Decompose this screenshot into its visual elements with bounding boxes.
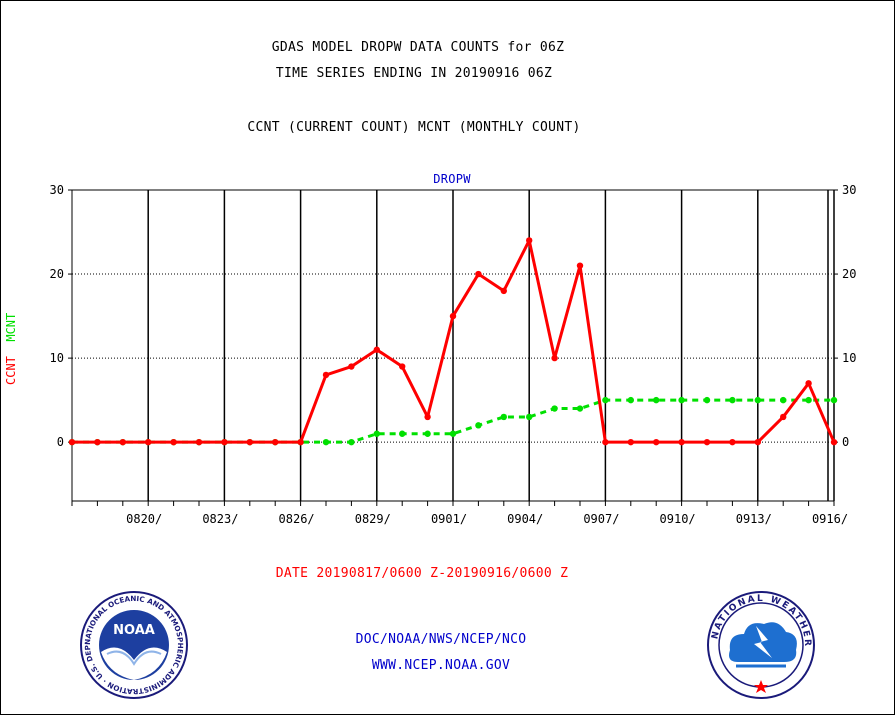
data-point-mcnt: [373, 430, 380, 437]
data-point-ccnt: [246, 438, 253, 446]
x-tick-label: 0823/: [202, 512, 238, 526]
x-tick-label: 0916/: [812, 512, 848, 526]
data-point-mcnt: [805, 396, 812, 404]
data-point-ccnt: [119, 438, 127, 446]
data-point-ccnt: [475, 270, 482, 278]
x-tick-label: 0829/: [355, 512, 391, 526]
x-tick-label: 0910/: [660, 512, 696, 526]
data-point-mcnt: [424, 430, 431, 437]
nws-logo: NATIONAL WEATHER SERVICE: [706, 590, 815, 699]
data-point-ccnt: [551, 354, 558, 362]
data-point-mcnt: [653, 396, 660, 404]
footer-org-path: DOC/NOAA/NWS/NCEP/NCO: [355, 632, 527, 647]
y-tick-label-right: 30: [842, 183, 856, 197]
data-point-mcnt: [780, 396, 787, 404]
data-point-ccnt: [653, 438, 660, 446]
data-point-ccnt: [195, 438, 203, 446]
data-point-ccnt: [500, 287, 507, 295]
chart-subtitle: CCNT (CURRENT COUNT) MCNT (MONTHLY COUNT…: [247, 120, 581, 135]
data-point-ccnt: [678, 438, 685, 446]
x-tick-label: 0904/: [507, 512, 543, 526]
x-tick-label: 0826/: [279, 512, 315, 526]
data-point-ccnt: [322, 371, 330, 379]
data-point-ccnt: [526, 237, 533, 244]
data-point-mcnt: [399, 430, 406, 437]
data-point-mcnt: [526, 413, 533, 421]
data-point-mcnt: [576, 405, 584, 412]
data-point-mcnt: [322, 438, 330, 446]
data-point-ccnt: [272, 438, 279, 446]
data-point-ccnt: [221, 438, 228, 446]
data-point-ccnt: [94, 438, 101, 446]
data-point-ccnt: [627, 438, 634, 446]
y-tick-label-left: 10: [50, 351, 64, 365]
noaa-logo-text: NOAA: [113, 623, 155, 638]
y-tick-label-left: 30: [50, 183, 64, 197]
data-point-ccnt: [729, 438, 736, 446]
data-point-ccnt: [297, 438, 304, 446]
y-tick-label-right: 10: [842, 351, 856, 365]
data-point-ccnt: [373, 346, 380, 353]
data-point-ccnt: [576, 262, 584, 269]
chart-title-line-1: GDAS MODEL DROPW DATA COUNTS for 06Z: [271, 40, 565, 55]
y-tick-label-left: 20: [50, 267, 64, 281]
data-point-mcnt: [449, 430, 457, 437]
data-point-mcnt: [830, 396, 838, 404]
data-point-ccnt: [399, 363, 406, 370]
x-tick-label: 0913/: [736, 512, 772, 526]
data-point-ccnt: [68, 438, 76, 446]
data-point-ccnt: [145, 438, 152, 446]
data-point-ccnt: [830, 438, 838, 446]
data-point-mcnt: [678, 396, 685, 404]
x-axis-label: DATE 20190817/0600 Z-20190916/0600 Z: [275, 566, 569, 581]
chart-title-line-2: TIME SERIES ENDING IN 20190916 06Z: [275, 66, 553, 81]
panel-label: DROPW: [433, 172, 471, 186]
x-tick-label: 0907/: [583, 512, 619, 526]
data-point-ccnt: [703, 438, 711, 446]
data-point-ccnt: [348, 363, 355, 370]
data-point-ccnt: [805, 380, 812, 387]
data-point-mcnt: [729, 396, 736, 404]
y-tick-label-right: 0: [842, 435, 849, 449]
data-point-mcnt: [627, 396, 634, 404]
x-tick-label: 0820/: [126, 512, 162, 526]
data-point-ccnt: [754, 438, 761, 446]
noaa-logo: NATIONAL OCEANIC AND ATMOSPHERIC ADMINIS…: [79, 590, 188, 699]
data-point-ccnt: [424, 413, 431, 421]
data-point-ccnt: [449, 312, 457, 320]
data-point-mcnt: [551, 405, 558, 412]
data-point-mcnt: [602, 396, 609, 404]
data-point-mcnt: [500, 413, 507, 421]
data-point-mcnt: [703, 396, 711, 404]
y-tick-label-right: 20: [842, 267, 856, 281]
data-point-ccnt: [170, 438, 177, 446]
data-point-mcnt: [348, 438, 355, 446]
data-point-ccnt: [602, 438, 609, 446]
data-point-ccnt: [780, 413, 787, 421]
x-tick-label: 0901/: [431, 512, 467, 526]
y-tick-label-left: 0: [57, 435, 64, 449]
data-point-mcnt: [475, 422, 482, 429]
footer-website: WWW.NCEP.NOAA.GOV: [371, 658, 511, 673]
data-point-mcnt: [754, 396, 761, 404]
